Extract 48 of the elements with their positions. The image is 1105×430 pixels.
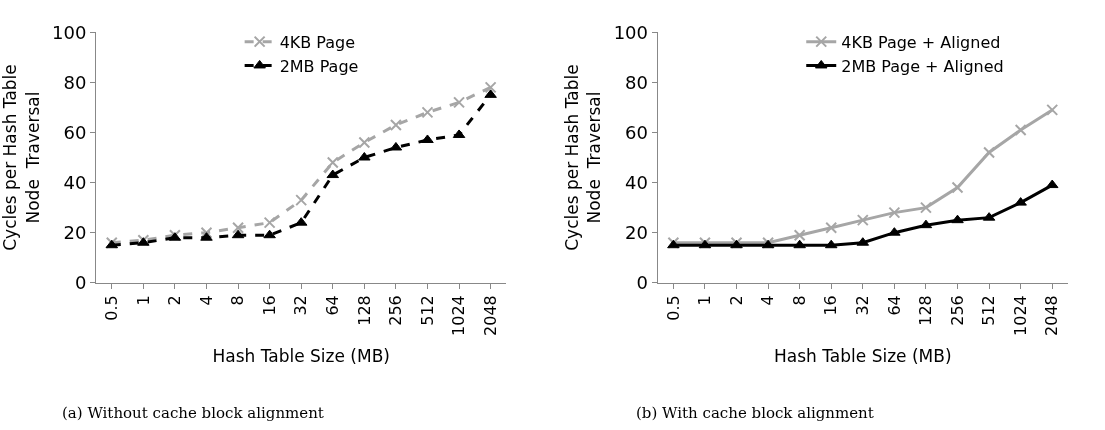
x-tick-label: 256 xyxy=(386,295,406,326)
x-tick-label: 2048 xyxy=(1042,295,1062,336)
x-tick-label: 2048 xyxy=(480,295,500,336)
x-tick-label: 128 xyxy=(354,295,374,326)
x-tick-label: 0.5 xyxy=(101,295,121,321)
x-tick-label: 16 xyxy=(821,295,841,316)
y-axis-title: Cycles per Hash Table Node Traversal xyxy=(562,64,605,251)
x-axis-title: Hash Table Size (MB) xyxy=(212,346,390,367)
x-tick-label: 8 xyxy=(228,295,248,306)
x-tick-label: 4 xyxy=(758,295,778,306)
y-tick-label: 60 xyxy=(625,121,648,143)
y-tick-label: 80 xyxy=(63,71,87,93)
x-tick-label: 1024 xyxy=(449,295,469,336)
y-axis-title: Cycles per Hash Table Node Traversal xyxy=(0,64,43,251)
x-tick-label: 128 xyxy=(916,295,936,326)
y-tick-label: 40 xyxy=(63,171,87,193)
x-tick-label: 256 xyxy=(947,295,967,326)
text: (b) With cache block alignment xyxy=(636,404,874,422)
x-tick-label: 1024 xyxy=(1010,295,1030,336)
x-tick-label: 2 xyxy=(165,295,185,306)
x-tick-label: 0.5 xyxy=(663,295,683,321)
legend-label: 4KB Page + Aligned xyxy=(841,32,1001,52)
x-tick-label: 64 xyxy=(322,295,342,316)
x-tick-label: 8 xyxy=(789,295,809,306)
x-tick-label: 1 xyxy=(133,295,153,306)
x-tick-label: 1 xyxy=(695,295,715,306)
x-tick-label: 4 xyxy=(196,295,216,306)
y-tick-label: 0 xyxy=(74,272,87,294)
x-tick-label: 64 xyxy=(884,295,904,316)
y-tick-label: 100 xyxy=(613,21,648,43)
y-tick-label: 100 xyxy=(52,21,87,43)
text: (a) Without cache block alignment xyxy=(62,404,324,422)
legend-label: 4KB Page xyxy=(279,32,356,52)
x-tick-label: 32 xyxy=(291,295,311,316)
legend-label: 2MB Page xyxy=(279,56,359,76)
y-tick-label: 20 xyxy=(63,221,87,243)
x-tick-label: 2 xyxy=(726,295,746,306)
x-tick-label: 512 xyxy=(417,295,437,326)
y-tick-label: 40 xyxy=(625,171,648,193)
y-tick-label: 60 xyxy=(63,121,87,143)
x-axis-title: Hash Table Size (MB) xyxy=(774,346,952,367)
y-tick-label: 80 xyxy=(625,71,648,93)
x-tick-label: 16 xyxy=(259,295,279,316)
y-tick-label: 20 xyxy=(625,221,648,243)
x-tick-label: 512 xyxy=(979,295,999,326)
x-tick-label: 32 xyxy=(853,295,872,316)
legend-label: 2MB Page + Aligned xyxy=(841,56,1004,76)
y-tick-label: 0 xyxy=(636,272,648,294)
